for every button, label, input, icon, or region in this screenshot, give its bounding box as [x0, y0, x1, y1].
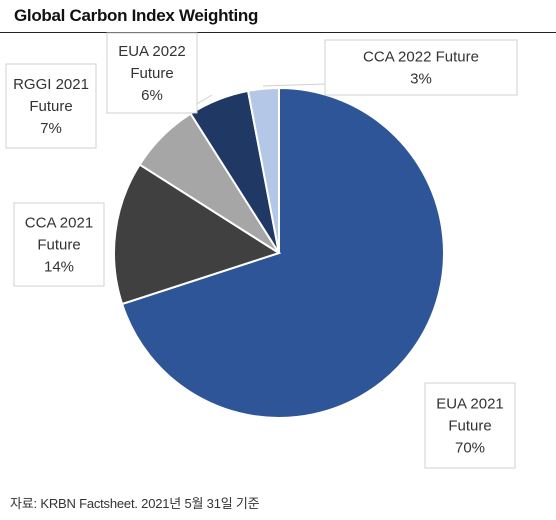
slice-label-box-5 [324, 39, 518, 96]
slice-label-5-line-2: 3% [410, 71, 432, 88]
slice-labels: EUA 2021 Future 70% CCA 2021 Future 14% RGGI 2… [5, 32, 518, 469]
slice-label-4-line-2: Future [130, 65, 173, 82]
slice-label-3-line-1: RGGI 2021 [13, 76, 89, 93]
slice-label-1-line-1: EUA 2021 [436, 396, 504, 413]
slice-label-2-line-2: Future [37, 237, 80, 254]
slice-label-2-line-1: CCA 2021 [25, 215, 93, 232]
chart-title: Global Carbon Index Weighting [14, 6, 259, 25]
slice-label-box-3 [5, 63, 97, 149]
slice-label-4-line-1: EUA 2022 [118, 43, 186, 60]
slice-label-3-line-3: 7% [40, 120, 62, 137]
pie-slices [113, 86, 445, 419]
slice-label-3-line-2: Future [29, 98, 72, 115]
pie-chart: EUA 2021 Future 70% CCA 2021 Future 14% RGGI 2… [5, 32, 518, 469]
slice-label-2-line-3: 14% [44, 259, 74, 276]
slice-label-box-2 [13, 202, 105, 287]
slice-label-1-line-2: Future [448, 418, 491, 435]
pie-slice-5 [246, 86, 280, 254]
pie-slice-1 [120, 86, 445, 419]
slice-label-5-line-1: CCA 2022 Future [363, 49, 479, 66]
pie-slice-2 [113, 163, 282, 306]
title-divider [0, 32, 556, 33]
slice-label-box-4 [106, 32, 198, 114]
slice-label-box-1 [424, 382, 516, 469]
slice-label-1-line-3: 70% [455, 440, 485, 457]
leader-line-5 [262, 83, 326, 87]
slice-label-4-line-3: 6% [141, 87, 163, 104]
source-note: 자료: KRBN Factsheet. 2021년 5월 31일 기준 [10, 496, 260, 511]
